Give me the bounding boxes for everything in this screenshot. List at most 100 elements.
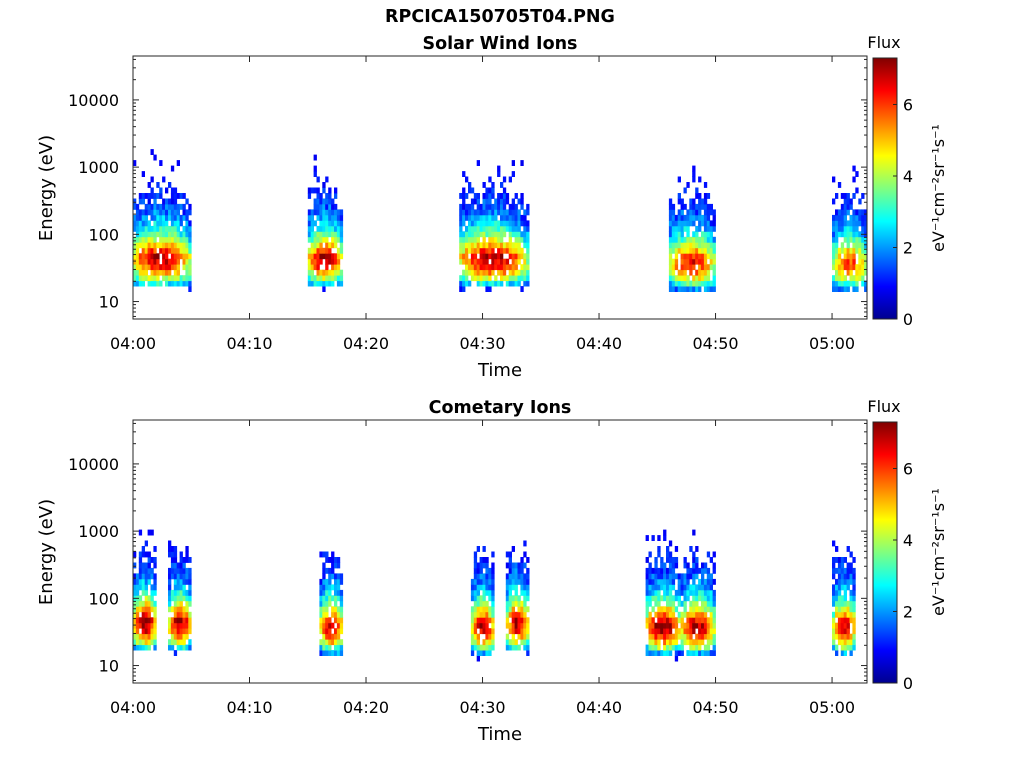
heatmap-cell — [686, 573, 690, 580]
heatmap-cell — [479, 557, 483, 563]
heatmap-cell — [695, 606, 699, 613]
heatmap-cell — [476, 264, 480, 271]
heatmap-cell — [849, 611, 853, 618]
heatmap-cell — [482, 220, 486, 227]
heatmap-cell — [849, 589, 853, 596]
heatmap-cell — [508, 644, 512, 651]
heatmap-cell — [497, 203, 501, 210]
heatmap-cell — [517, 247, 521, 254]
heatmap-cell — [159, 280, 163, 287]
colorbar-tick-label: 0 — [903, 674, 913, 693]
heatmap-cell — [703, 231, 708, 238]
heatmap-cell — [185, 214, 189, 221]
heatmap-cell — [703, 193, 708, 199]
heatmap-cell — [133, 589, 137, 596]
heatmap-cell — [316, 275, 320, 282]
heatmap-cell — [840, 562, 845, 569]
heatmap-cell — [173, 236, 178, 243]
heatmap-cell — [832, 639, 836, 646]
heatmap-cell — [133, 160, 137, 166]
heatmap-cell — [668, 220, 673, 227]
heatmap-cell — [861, 214, 865, 221]
heatmap-cell — [526, 258, 530, 265]
heatmap-cell — [182, 275, 186, 282]
heatmap-cell — [482, 193, 486, 199]
heatmap-cell — [468, 236, 472, 243]
heatmap-cell — [462, 231, 466, 238]
heatmap-cell — [328, 280, 332, 287]
heatmap-cell — [185, 633, 189, 640]
heatmap-cell — [153, 264, 157, 271]
heatmap-cell — [170, 187, 175, 194]
heatmap-cell — [692, 617, 696, 624]
heatmap-cell — [674, 589, 679, 596]
heatmap-cell — [482, 275, 486, 282]
heatmap-cell — [680, 584, 684, 591]
heatmap-cell — [712, 264, 716, 271]
heatmap-cell — [325, 203, 329, 210]
heatmap-cell — [671, 600, 676, 607]
heatmap-cell — [188, 280, 192, 287]
heatmap-cell — [663, 529, 667, 536]
heatmap-cell — [666, 578, 670, 585]
heatmap-cell — [334, 595, 338, 602]
heatmap-cell — [668, 242, 673, 249]
heatmap-cell — [709, 600, 713, 607]
heatmap-cell — [156, 280, 160, 287]
heatmap-cell — [846, 286, 850, 292]
heatmap-cell — [689, 567, 693, 574]
heatmap-cell — [150, 176, 154, 183]
heatmap-cell — [470, 225, 475, 232]
heatmap-cell — [523, 280, 527, 287]
heatmap-cell — [316, 225, 320, 232]
heatmap-cell — [488, 595, 492, 602]
heatmap-cell — [651, 535, 655, 541]
y-tick-label: 1000 — [78, 158, 119, 177]
heatmap-cell — [153, 154, 157, 161]
heatmap-cell — [677, 225, 681, 232]
heatmap-cell — [840, 247, 845, 254]
heatmap-cell — [668, 639, 673, 646]
heatmap-cell — [339, 214, 344, 221]
heatmap-cell — [168, 622, 172, 629]
heatmap-cell — [657, 567, 661, 574]
heatmap-cell — [156, 225, 160, 232]
heatmap-cell — [692, 606, 696, 613]
heatmap-cell — [325, 193, 329, 199]
heatmap-cell — [674, 286, 679, 292]
heatmap-cell — [706, 595, 711, 602]
heatmap-cell — [185, 595, 189, 602]
heatmap-cell — [680, 628, 684, 635]
heatmap-cell — [843, 650, 847, 656]
heatmap-cell — [319, 600, 323, 607]
heatmap-cell — [703, 633, 708, 640]
heatmap-cell — [692, 644, 696, 651]
heatmap-cell — [703, 220, 708, 227]
heatmap-cell — [683, 578, 687, 585]
heatmap-cell — [147, 617, 151, 624]
heatmap-cell — [491, 628, 495, 635]
heatmap-cell — [476, 214, 480, 221]
heatmap-cell — [179, 247, 183, 254]
heatmap-cells — [133, 149, 868, 292]
heatmap-cell — [188, 286, 192, 292]
heatmap-cell — [488, 253, 492, 260]
heatmap-cell — [832, 557, 836, 563]
heatmap-cell — [144, 193, 148, 199]
heatmap-cell — [482, 611, 486, 618]
heatmap-cell — [832, 622, 836, 629]
heatmap-cell — [173, 209, 178, 216]
heatmap-cell — [832, 562, 836, 569]
heatmap-cell — [671, 258, 676, 265]
heatmap-cell — [523, 611, 527, 618]
heatmap-cell — [141, 589, 145, 596]
heatmap-cell — [517, 628, 521, 635]
heatmap-cell — [677, 275, 681, 282]
heatmap-cell — [319, 209, 323, 216]
heatmap-cell — [468, 242, 472, 249]
heatmap-cell — [648, 567, 652, 574]
heatmap-cell — [683, 247, 687, 254]
heatmap-cell — [188, 203, 192, 210]
heatmap-cell — [849, 253, 853, 260]
